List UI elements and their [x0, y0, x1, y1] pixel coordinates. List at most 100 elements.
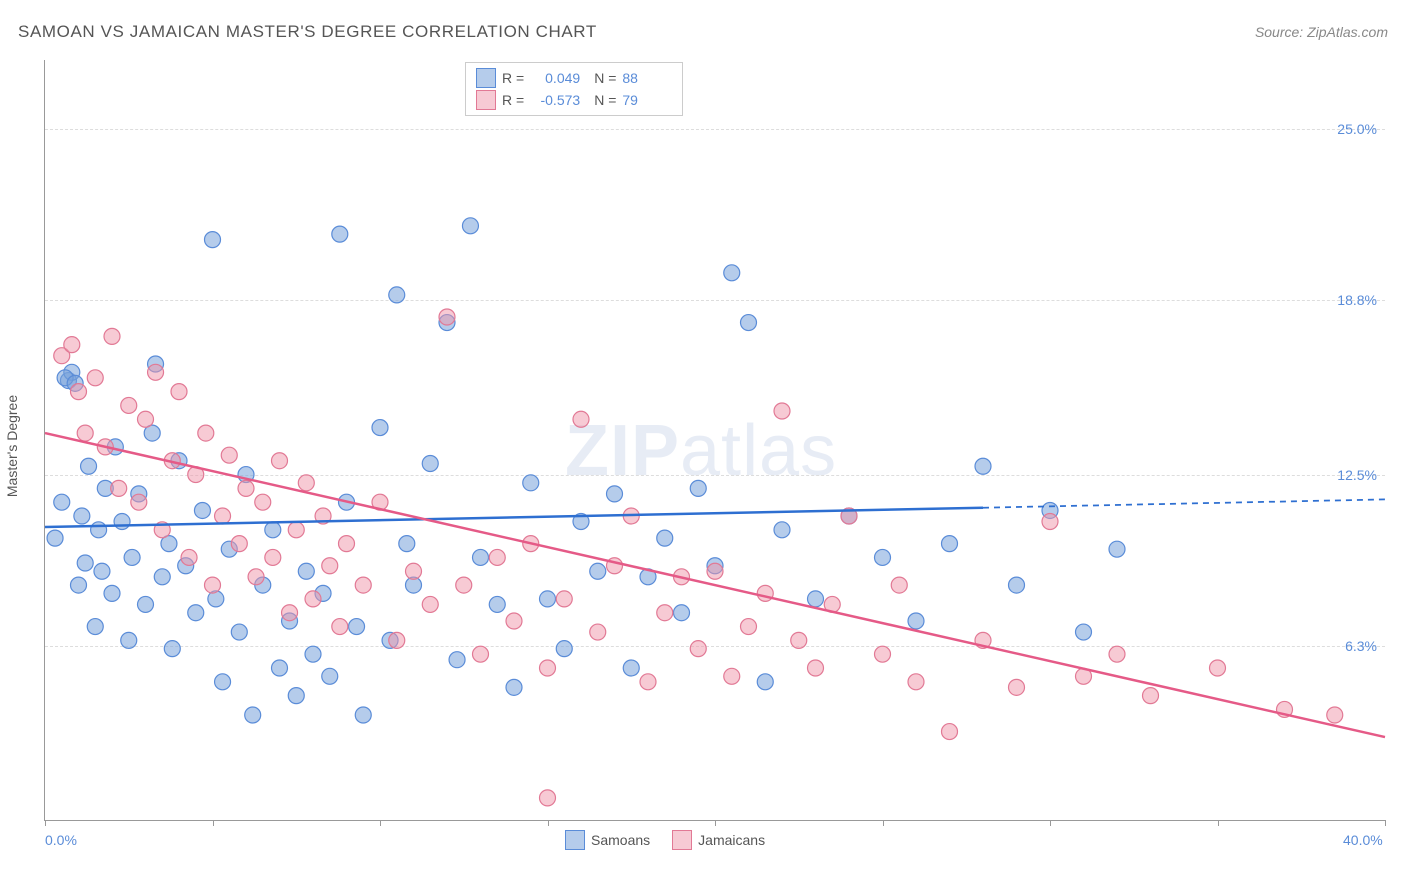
data-point — [77, 555, 93, 571]
plot-area: ZIPatlas R =0.049N =88R =-0.573N =79 Sam… — [44, 60, 1385, 821]
data-point — [298, 563, 314, 579]
chart-title: SAMOAN VS JAMAICAN MASTER'S DEGREE CORRE… — [18, 22, 597, 42]
data-point — [349, 619, 365, 635]
data-point — [1327, 707, 1343, 723]
data-point — [282, 605, 298, 621]
data-point — [462, 218, 478, 234]
data-point — [305, 646, 321, 662]
data-point — [121, 632, 137, 648]
x-axis-label: 0.0% — [45, 832, 77, 848]
data-point — [489, 596, 505, 612]
data-point — [322, 558, 338, 574]
data-point — [422, 455, 438, 471]
y-tick-label: 25.0% — [1337, 121, 1377, 137]
n-value: 88 — [622, 70, 672, 86]
data-point — [724, 668, 740, 684]
data-point — [1009, 577, 1025, 593]
data-point — [1076, 624, 1092, 640]
data-point — [774, 403, 790, 419]
data-point — [422, 596, 438, 612]
trend-line-dashed — [983, 499, 1385, 507]
data-point — [389, 287, 405, 303]
data-point — [540, 591, 556, 607]
data-point — [808, 660, 824, 676]
data-point — [171, 384, 187, 400]
data-point — [154, 569, 170, 585]
data-point — [138, 411, 154, 427]
data-point — [188, 605, 204, 621]
x-tick — [1050, 820, 1051, 826]
data-point — [1109, 646, 1125, 662]
data-point — [975, 458, 991, 474]
data-point — [590, 624, 606, 640]
data-point — [305, 591, 321, 607]
data-point — [231, 536, 247, 552]
data-point — [47, 530, 63, 546]
data-point — [87, 370, 103, 386]
data-point — [1109, 541, 1125, 557]
data-point — [774, 522, 790, 538]
data-point — [540, 660, 556, 676]
data-point — [148, 364, 164, 380]
data-point — [215, 508, 231, 524]
data-point — [439, 309, 455, 325]
data-point — [372, 420, 388, 436]
data-point — [94, 563, 110, 579]
data-point — [399, 536, 415, 552]
data-point — [255, 494, 271, 510]
stats-legend-row: R =-0.573N =79 — [476, 89, 672, 111]
data-point — [741, 315, 757, 331]
legend-item: Jamaicans — [672, 830, 765, 850]
data-point — [590, 563, 606, 579]
data-point — [205, 577, 221, 593]
data-point — [674, 605, 690, 621]
x-tick — [715, 820, 716, 826]
stats-legend-row: R =0.049N =88 — [476, 67, 672, 89]
data-point — [124, 549, 140, 565]
data-point — [355, 577, 371, 593]
data-point — [138, 596, 154, 612]
data-point — [272, 453, 288, 469]
data-point — [231, 624, 247, 640]
legend-label: Samoans — [591, 832, 650, 848]
data-point — [657, 530, 673, 546]
data-point — [64, 337, 80, 353]
data-point — [74, 508, 90, 524]
data-point — [114, 514, 130, 530]
legend-item: Samoans — [565, 830, 650, 850]
data-point — [104, 585, 120, 601]
stats-legend: R =0.049N =88R =-0.573N =79 — [465, 62, 683, 116]
data-point — [875, 646, 891, 662]
data-point — [808, 591, 824, 607]
data-point — [81, 458, 97, 474]
legend-swatch — [672, 830, 692, 850]
data-point — [707, 563, 723, 579]
chart-header: SAMOAN VS JAMAICAN MASTER'S DEGREE CORRE… — [18, 22, 1388, 42]
trend-line — [45, 433, 1385, 737]
data-point — [473, 646, 489, 662]
data-point — [623, 660, 639, 676]
data-point — [298, 475, 314, 491]
source-attribution: Source: ZipAtlas.com — [1255, 24, 1388, 40]
r-label: R = — [502, 70, 524, 86]
data-point — [121, 397, 137, 413]
data-point — [339, 536, 355, 552]
r-label: R = — [502, 92, 524, 108]
data-point — [908, 674, 924, 690]
data-point — [1143, 688, 1159, 704]
y-tick-label: 18.8% — [1337, 292, 1377, 308]
series-legend: Samoans Jamaicans — [565, 830, 765, 850]
data-point — [741, 619, 757, 635]
n-value: 79 — [622, 92, 672, 108]
x-tick — [45, 820, 46, 826]
data-point — [556, 591, 572, 607]
data-point — [875, 549, 891, 565]
data-point — [389, 632, 405, 648]
data-point — [456, 577, 472, 593]
data-point — [573, 411, 589, 427]
x-axis-label: 40.0% — [1343, 832, 1383, 848]
x-tick — [213, 820, 214, 826]
data-point — [71, 384, 87, 400]
legend-swatch — [476, 90, 496, 110]
y-axis-title: Master's Degree — [4, 395, 20, 497]
